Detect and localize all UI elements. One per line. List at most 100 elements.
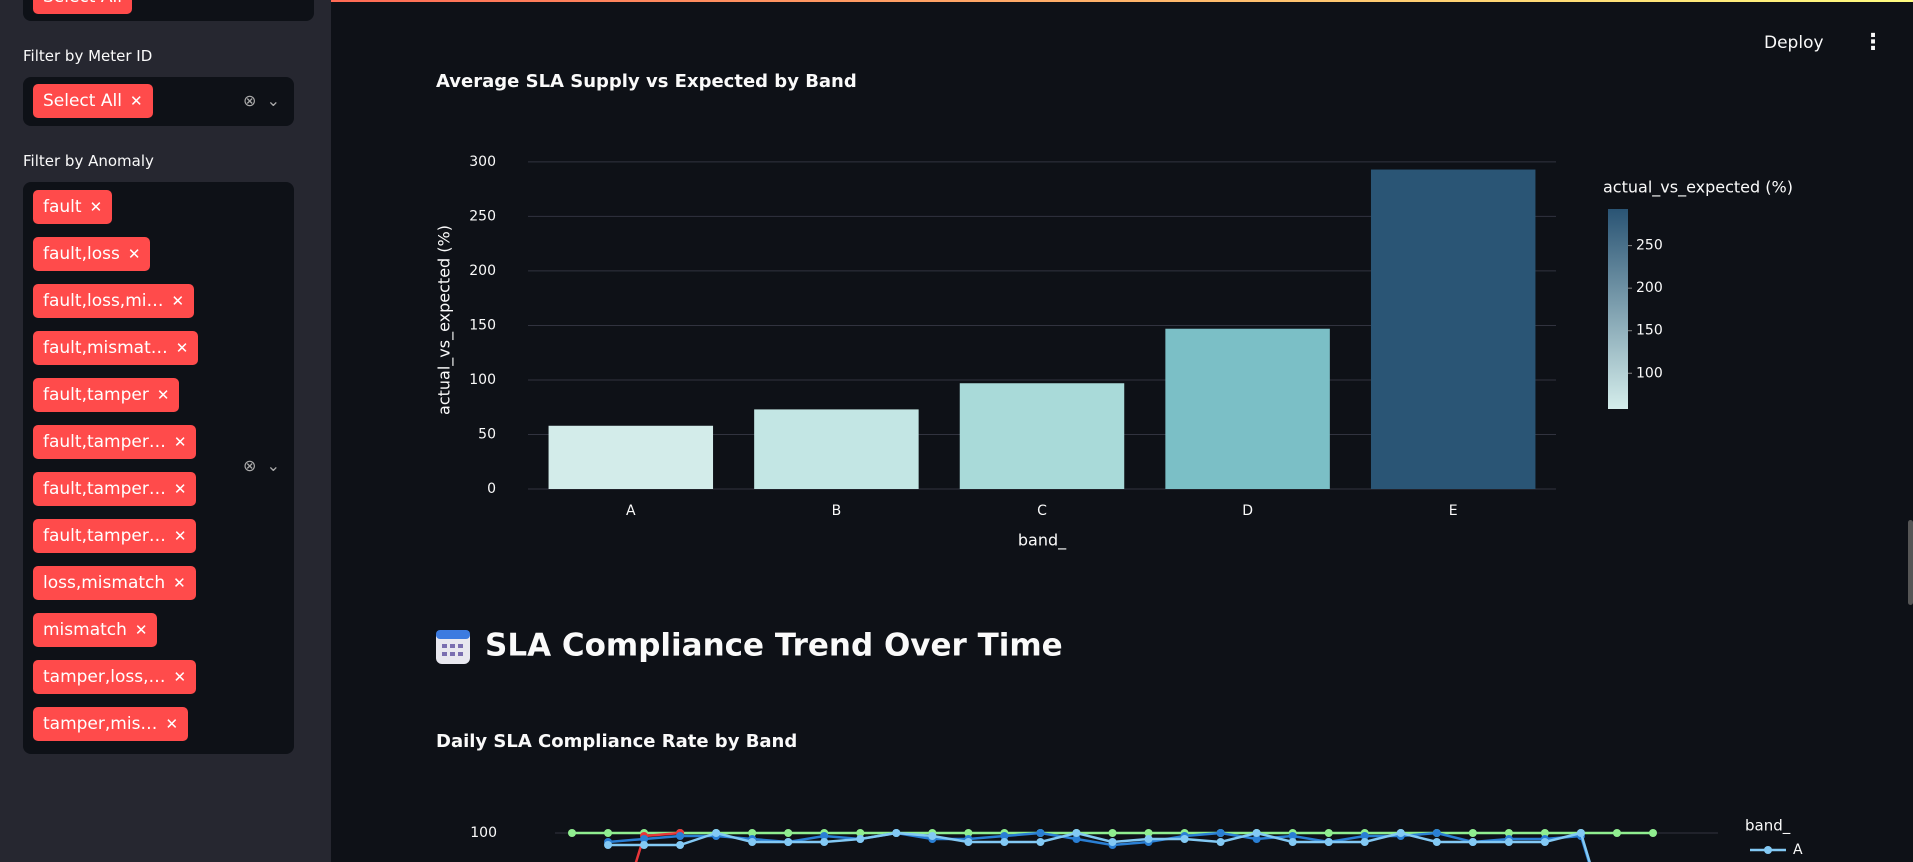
select-box[interactable]: Select All ✕ ⊗ ⌄ xyxy=(23,77,294,126)
tag[interactable]: fault,tamper… ✕ xyxy=(33,519,197,553)
point xyxy=(640,841,649,849)
tag-row: fault,tamper… ✕ xyxy=(33,519,213,566)
y-tick-label: 250 xyxy=(469,208,496,224)
point xyxy=(1288,838,1297,846)
point xyxy=(1576,829,1585,837)
tag[interactable]: fault,mismat… ✕ xyxy=(33,331,199,365)
select-controls[interactable]: ⊗ ⌄ xyxy=(243,91,280,110)
point xyxy=(1540,838,1549,846)
point xyxy=(748,838,757,846)
point xyxy=(1036,838,1045,846)
point xyxy=(1432,838,1441,846)
point xyxy=(1504,829,1513,837)
tag-row: fault,mismat… ✕ xyxy=(33,331,213,378)
tag-row: tamper,loss,… ✕ xyxy=(33,660,213,707)
point xyxy=(1108,829,1117,837)
x-tick-label: C xyxy=(1037,503,1047,519)
menu-button[interactable]: ⋮ xyxy=(1862,30,1884,55)
point xyxy=(1649,829,1657,837)
legend-swatch-dot xyxy=(1764,846,1772,854)
tag[interactable]: fault ✕ xyxy=(33,190,113,224)
tag-row: tamper,mis… ✕ xyxy=(33,707,213,754)
calendar-icon xyxy=(436,630,470,664)
point xyxy=(1216,829,1225,837)
chart-title: Daily SLA Compliance Rate by Band xyxy=(436,731,797,752)
point xyxy=(1216,838,1225,846)
tag-text: fault,loss,mi… xyxy=(43,291,164,311)
colorbar-tick-label: 150 xyxy=(1636,323,1663,339)
point xyxy=(928,832,937,840)
section-heading: SLA Compliance Trend Over Time xyxy=(485,628,1063,664)
point xyxy=(1360,838,1369,846)
tag-text: tamper,mis… xyxy=(43,714,158,734)
point xyxy=(1612,829,1621,837)
tag[interactable]: Select All xyxy=(33,0,132,14)
colorbar-tick-label: 250 xyxy=(1636,238,1663,254)
tag-text: Select All xyxy=(43,91,122,111)
tag[interactable]: fault,tamper… ✕ xyxy=(33,472,197,506)
select-controls[interactable]: ⊗ ⌄ xyxy=(243,456,280,475)
point xyxy=(856,835,865,843)
tag-row: fault,tamper… ✕ xyxy=(33,425,213,472)
point xyxy=(1144,829,1153,837)
tag-text: fault,tamper… xyxy=(43,526,166,546)
tag-row: loss,mismatch ✕ xyxy=(33,566,213,613)
legend-label: A xyxy=(1793,842,1803,858)
tag-text: mismatch xyxy=(43,620,127,640)
bar xyxy=(1370,169,1536,490)
point xyxy=(784,829,793,837)
tag[interactable]: Select All ✕ xyxy=(33,84,153,118)
scrollbar xyxy=(1908,520,1913,605)
point xyxy=(712,829,721,837)
tag-text: loss,mismatch xyxy=(43,573,166,593)
tag-text: fault,mismat… xyxy=(43,338,168,358)
select-box: Select All xyxy=(23,0,314,21)
tag[interactable]: fault,loss,mi… ✕ xyxy=(33,284,195,318)
tag-text: tamper,loss,… xyxy=(43,667,166,687)
point xyxy=(1468,838,1477,846)
point xyxy=(1468,829,1477,837)
point xyxy=(1540,829,1549,837)
point xyxy=(964,829,973,837)
tag[interactable]: fault,loss ✕ xyxy=(33,237,151,271)
tag[interactable]: mismatch ✕ xyxy=(33,613,158,647)
y-tick-label: 300 xyxy=(469,154,496,170)
point xyxy=(1036,829,1045,837)
tag[interactable]: tamper,mis… ✕ xyxy=(33,707,189,741)
chart-title: Average SLA Supply vs Expected by Band xyxy=(436,71,857,92)
colorbar-tick-label: 100 xyxy=(1636,365,1663,381)
point xyxy=(784,838,793,846)
point xyxy=(640,835,649,843)
tag-row: mismatch ✕ xyxy=(33,613,213,660)
point xyxy=(568,829,576,837)
y-tick-label: 100 xyxy=(469,372,496,388)
point xyxy=(892,829,901,837)
point xyxy=(604,841,613,849)
y-axis-label: actual_vs_expected (%) xyxy=(435,225,455,415)
y-tick-label: 200 xyxy=(469,263,496,279)
tag-row: fault,loss,mi… ✕ xyxy=(33,284,213,331)
tag-text: Select All xyxy=(43,0,122,7)
x-tick-label: E xyxy=(1449,503,1458,519)
point xyxy=(1180,835,1189,843)
point xyxy=(1432,829,1441,837)
point xyxy=(748,829,757,837)
point xyxy=(1324,829,1333,837)
colorbar-title: actual_vs_expected (%) xyxy=(1603,178,1793,198)
colorbar xyxy=(1608,209,1628,409)
deploy-button[interactable]: Deploy xyxy=(1764,33,1824,53)
tag[interactable]: tamper,loss,… ✕ xyxy=(33,660,197,694)
select-box[interactable]: fault ✕ fault,loss ✕ fault,loss,mi… ✕ fault,mi… xyxy=(23,182,294,754)
tag[interactable]: fault,tamper ✕ xyxy=(33,378,180,412)
y-tick-label: 100 xyxy=(470,825,497,841)
tag-row: fault ✕ xyxy=(33,190,213,237)
bar xyxy=(1165,328,1330,489)
tag[interactable]: loss,mismatch ✕ xyxy=(33,566,196,600)
point xyxy=(820,838,829,846)
tag[interactable]: fault,tamper… ✕ xyxy=(33,425,197,459)
x-axis-label: band_ xyxy=(1018,531,1067,551)
plot-area xyxy=(568,829,1657,862)
y-tick-label: 50 xyxy=(478,426,496,442)
point xyxy=(676,832,685,840)
